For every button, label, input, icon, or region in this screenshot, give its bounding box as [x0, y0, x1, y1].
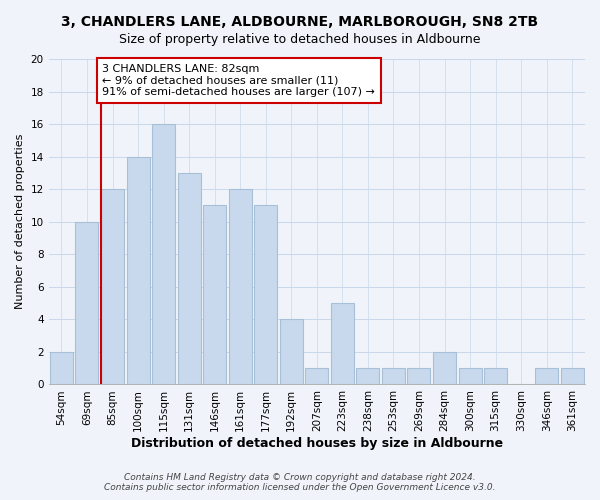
- Text: Size of property relative to detached houses in Aldbourne: Size of property relative to detached ho…: [119, 32, 481, 46]
- Text: 3 CHANDLERS LANE: 82sqm
← 9% of detached houses are smaller (11)
91% of semi-det: 3 CHANDLERS LANE: 82sqm ← 9% of detached…: [103, 64, 375, 97]
- Bar: [458, 368, 482, 384]
- Bar: [76, 222, 98, 384]
- Bar: [535, 368, 558, 384]
- Bar: [561, 368, 584, 384]
- Bar: [407, 368, 430, 384]
- Bar: [203, 206, 226, 384]
- Bar: [356, 368, 379, 384]
- Bar: [382, 368, 405, 384]
- Bar: [305, 368, 328, 384]
- Bar: [178, 173, 200, 384]
- Bar: [152, 124, 175, 384]
- Bar: [280, 320, 303, 384]
- Bar: [127, 156, 149, 384]
- Bar: [50, 352, 73, 384]
- Bar: [229, 189, 252, 384]
- Text: 3, CHANDLERS LANE, ALDBOURNE, MARLBOROUGH, SN8 2TB: 3, CHANDLERS LANE, ALDBOURNE, MARLBOROUG…: [61, 15, 539, 29]
- Bar: [331, 303, 354, 384]
- Bar: [433, 352, 456, 384]
- Y-axis label: Number of detached properties: Number of detached properties: [15, 134, 25, 310]
- Bar: [254, 206, 277, 384]
- Bar: [484, 368, 507, 384]
- X-axis label: Distribution of detached houses by size in Aldbourne: Distribution of detached houses by size …: [131, 437, 503, 450]
- Text: Contains HM Land Registry data © Crown copyright and database right 2024.
Contai: Contains HM Land Registry data © Crown c…: [104, 473, 496, 492]
- Bar: [101, 189, 124, 384]
